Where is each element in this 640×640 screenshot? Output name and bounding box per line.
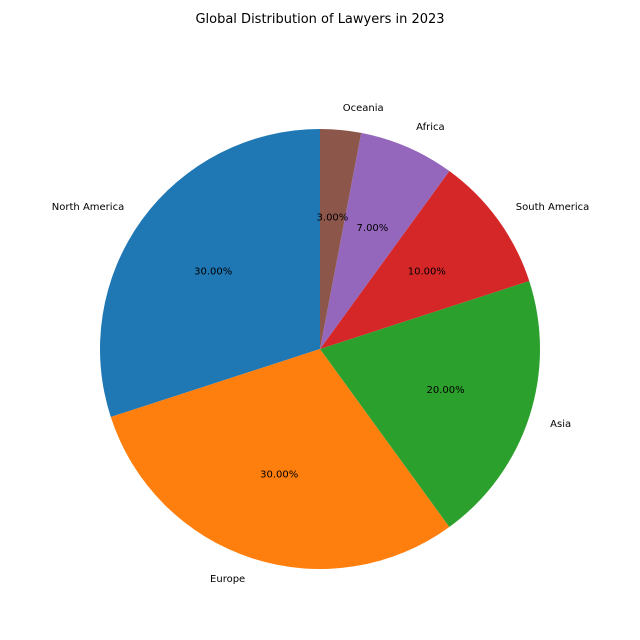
pie-labels: North America 30.00% Europe 30.00% Asia 20.00… [52, 103, 589, 585]
pie-slices [99, 129, 540, 569]
chart-title: Global Distribution of Lawyers in 2023 [195, 12, 444, 27]
percent-label-south-america: 10.00% [408, 266, 446, 277]
pie-slice-asia [320, 281, 540, 527]
pie-slice-europe [110, 349, 450, 569]
percent-label-africa: 7.00% [357, 223, 389, 234]
percent-label-europe: 30.00% [260, 470, 298, 481]
pie-slice-oceania [320, 129, 362, 349]
slice-label-oceania: Oceania [343, 103, 384, 114]
slice-label-south-america: South America [516, 202, 590, 213]
pie-slice-south-america [320, 171, 530, 349]
slice-label-asia: Asia [550, 419, 571, 430]
percent-label-north-america: 30.00% [194, 266, 232, 277]
slice-label-europe: Europe [210, 574, 245, 585]
percent-label-oceania: 3.00% [317, 213, 349, 224]
slice-label-north-america: North America [52, 202, 124, 213]
pie-slice-north-america [99, 129, 320, 417]
percent-label-asia: 20.00% [426, 385, 464, 396]
slice-label-africa: Africa [416, 122, 445, 133]
pie-slice-africa [320, 132, 450, 349]
